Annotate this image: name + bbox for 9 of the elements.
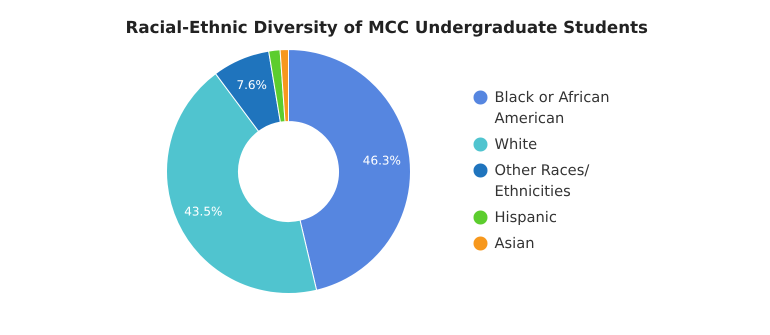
data-label: 7.6% [236, 78, 267, 92]
data-label: 43.5% [184, 204, 222, 218]
legend-label: Hispanic [494, 209, 557, 226]
data-label: 46.3% [362, 154, 401, 168]
legend-label: Black or African American [494, 89, 610, 127]
chart-title: Racial-Ethnic Diversity of MCC Undergraduate Students [126, 18, 648, 37]
legend-label: Other Races/ Ethnicities [494, 162, 590, 200]
legend-label: Asian [494, 235, 535, 252]
legend-label: White [494, 136, 538, 153]
